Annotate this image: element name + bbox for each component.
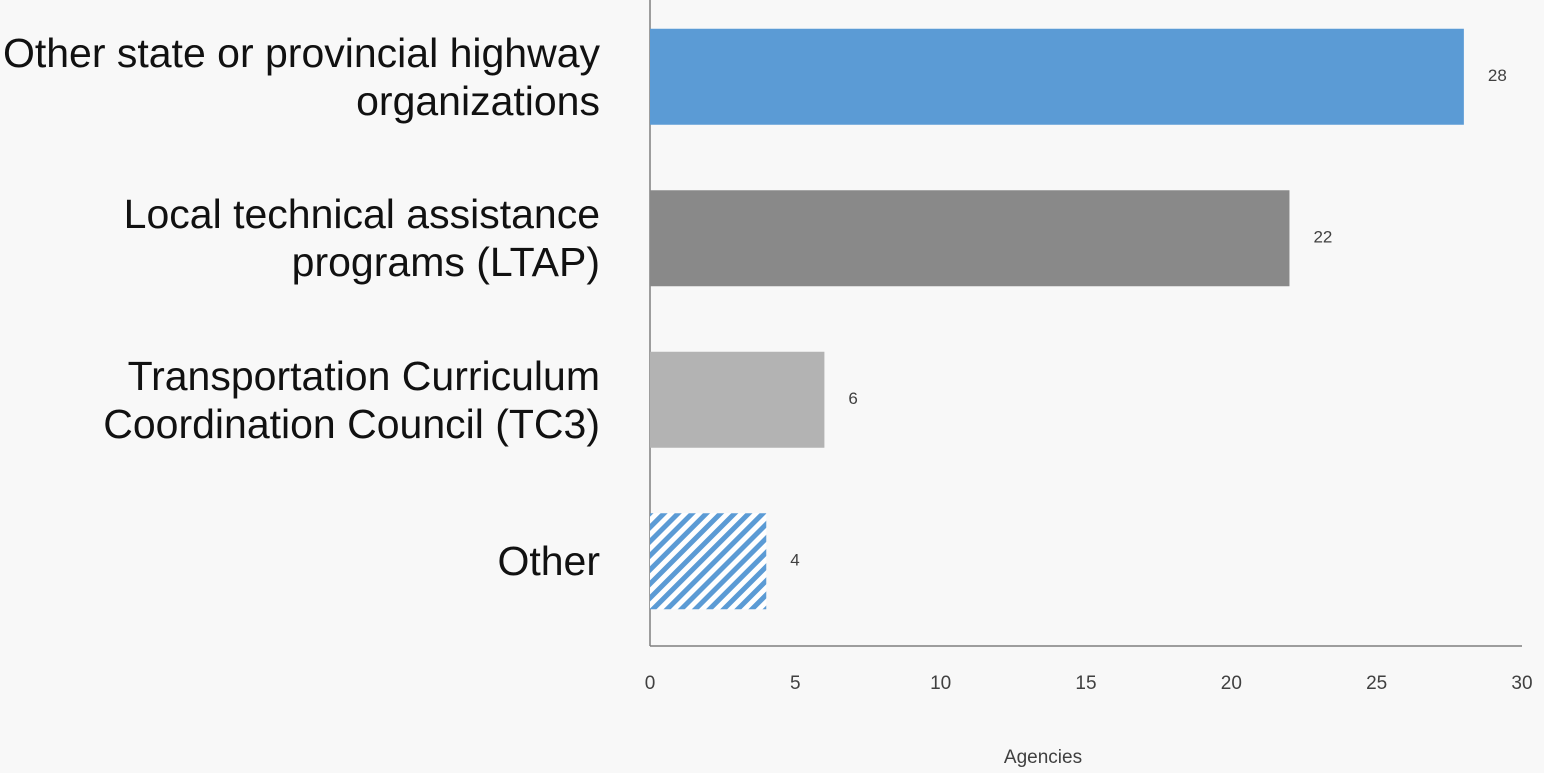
x-axis-label: Agencies <box>1004 747 1082 768</box>
data-label: 6 <box>848 389 857 408</box>
bar <box>650 190 1290 287</box>
bar <box>650 28 1464 125</box>
data-label: 28 <box>1488 66 1507 85</box>
bar <box>650 513 767 610</box>
x-tick-label: 15 <box>1075 673 1096 694</box>
y-tick-label: Local technical assistance programs (LTA… <box>123 191 600 286</box>
y-tick-label: Transportation Curriculum Coordination C… <box>103 352 600 447</box>
x-tick-label: 5 <box>790 673 801 694</box>
y-tick-label: Other state or provincial highway organi… <box>2 29 600 124</box>
y-tick-label: Other <box>497 538 600 585</box>
bar <box>650 351 825 448</box>
x-tick-label: 10 <box>930 673 951 694</box>
x-tick-label: 20 <box>1221 673 1242 694</box>
data-label: 4 <box>790 551 799 570</box>
x-tick-label: 30 <box>1511 673 1532 694</box>
x-tick-label: 25 <box>1366 673 1387 694</box>
x-tick-label: 0 <box>645 673 656 694</box>
data-label: 22 <box>1313 228 1332 247</box>
